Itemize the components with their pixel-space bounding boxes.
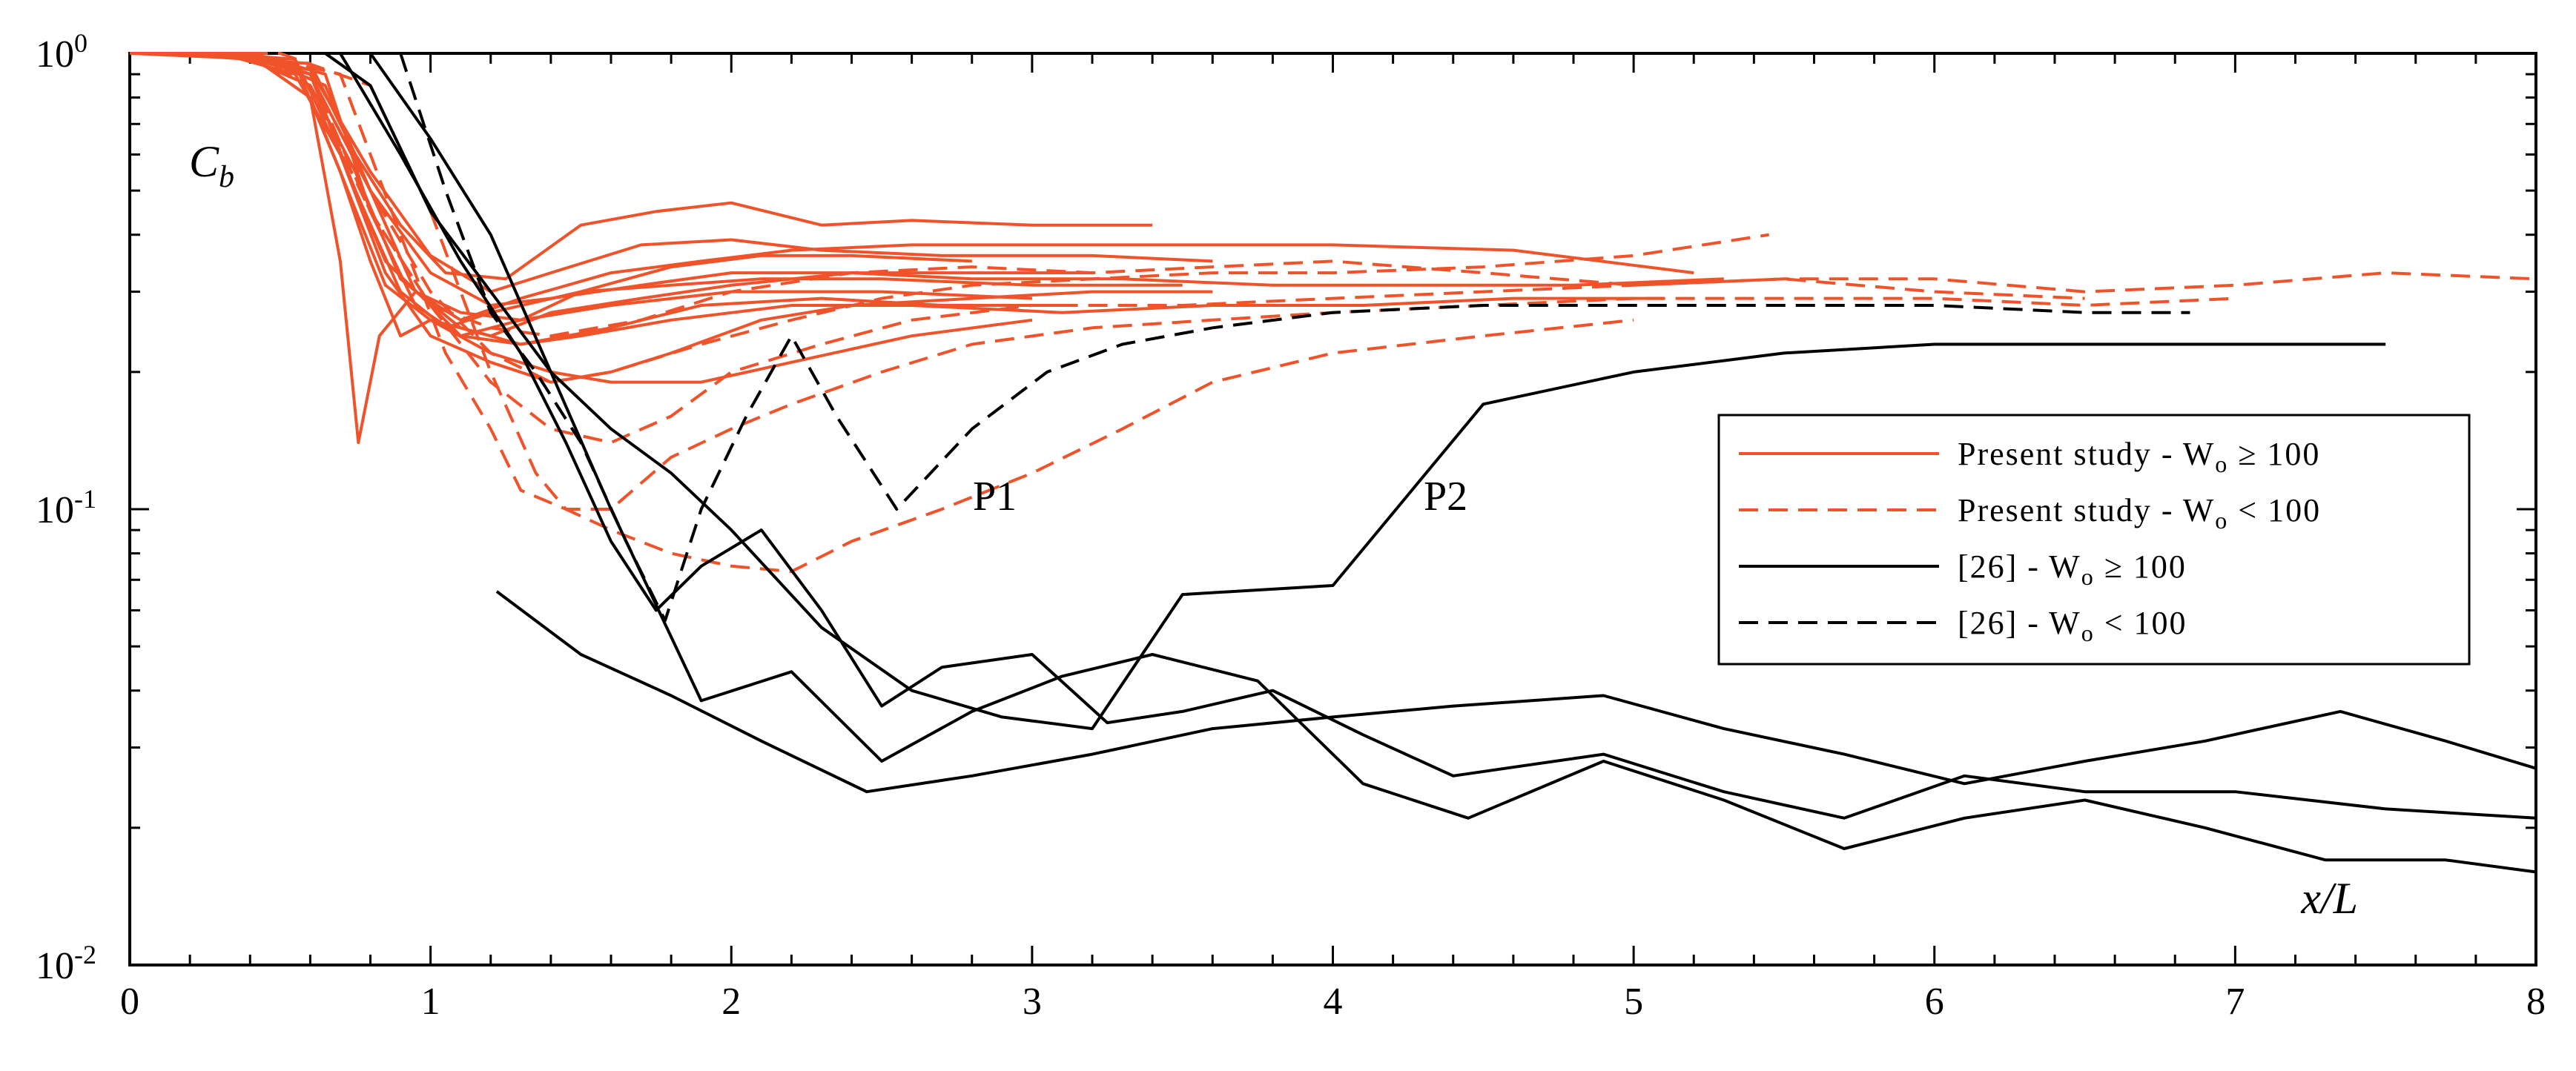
- legend-label-2: [26] - Wo ≥ 100: [1958, 548, 2187, 590]
- x-tick-label: 2: [721, 981, 741, 1023]
- series-line-3: [129, 52, 1183, 330]
- y-tick-label: 10-2: [36, 940, 96, 987]
- series-line-2: [130, 52, 1694, 322]
- y-tick-label: 100: [36, 28, 87, 76]
- series-layer: [129, 52, 2537, 874]
- y-axis-label-sub: b: [219, 160, 234, 194]
- annotation-p1: P1: [973, 474, 1017, 520]
- series-line-21: [399, 53, 2190, 623]
- series-line-16: [130, 52, 2085, 338]
- series-line-20: [495, 590, 2537, 794]
- x-tick-label: 0: [120, 981, 139, 1023]
- series-line-8: [130, 52, 1664, 346]
- y-axis-label-main: C: [189, 137, 219, 186]
- series-line-18: [339, 52, 2537, 820]
- x-tick-label: 7: [2225, 981, 2245, 1023]
- series-line-12: [130, 52, 2537, 445]
- legend-label-0: Present study - Wo ≥ 100: [1958, 436, 2320, 477]
- annotation-p2: P2: [1424, 474, 1467, 520]
- series-line-13: [130, 52, 2236, 511]
- x-tick-label: 4: [1324, 981, 1343, 1023]
- series-line-0: [129, 52, 1153, 281]
- axes: 0 1 2 3 4 5 6 7 8 100 10-1 10-2: [36, 28, 2546, 1023]
- x-tick-label: 1: [421, 981, 440, 1023]
- series-line-17: [324, 52, 2386, 731]
- x-tick-label: 8: [2526, 981, 2546, 1023]
- series-line-1: [130, 52, 1213, 294]
- y-axis-label: Cb: [189, 137, 234, 194]
- x-tick-label: 6: [1925, 981, 1944, 1023]
- series-line-10: [130, 52, 972, 338]
- series-line-5: [129, 52, 1032, 445]
- legend: Present study - Wo ≥ 100 Present study - …: [1717, 414, 2471, 666]
- series-line-15: [130, 52, 1770, 384]
- x-tick-label: 5: [1624, 981, 1643, 1023]
- legend-label-3: [26] - Wo < 100: [1958, 605, 2187, 646]
- x-axis-label: x/L: [2300, 874, 2358, 923]
- legend-label-1: Present study - Wo < 100: [1958, 492, 2321, 534]
- y-tick-label: 10-1: [36, 484, 96, 531]
- series-line-6: [130, 52, 1213, 384]
- series-line-11: [130, 52, 1063, 346]
- x-tick-label: 3: [1023, 981, 1042, 1023]
